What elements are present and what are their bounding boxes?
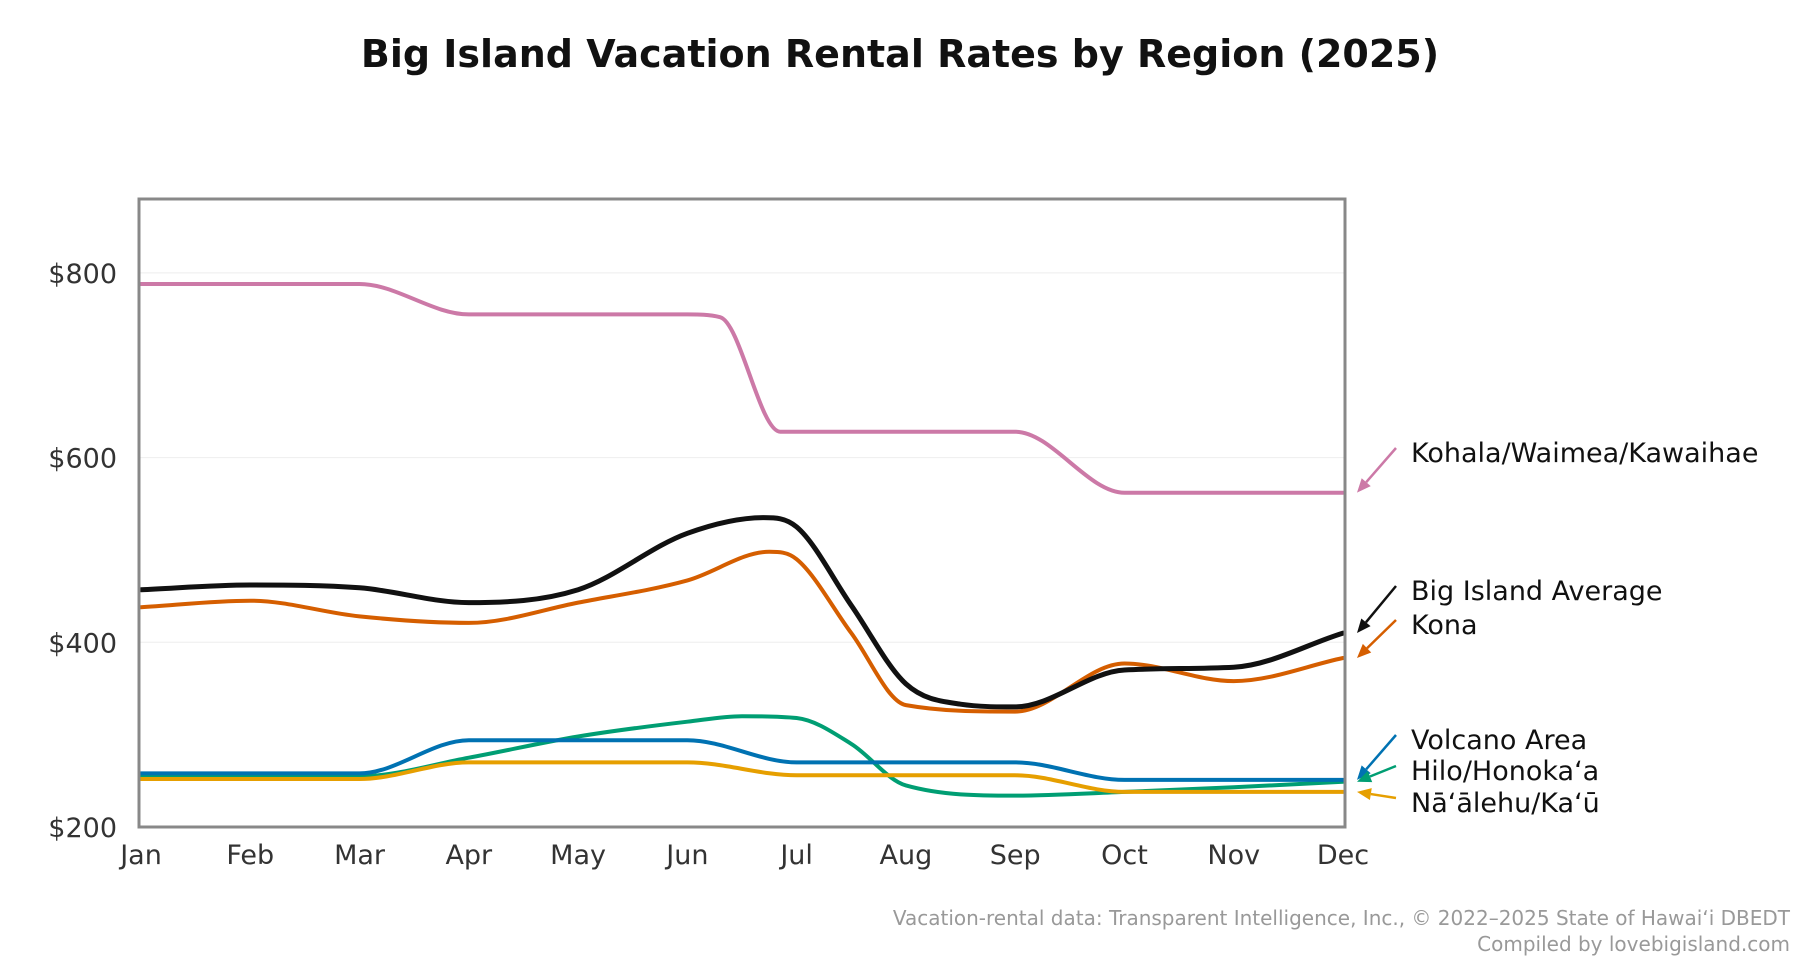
lines-layer [138,281,1346,798]
legend-arrow-head [1357,478,1371,493]
series-line-big-island-average [138,515,1346,710]
legend-label: Kohala/Waimea/Kawaihae [1411,438,1758,469]
legend-label: Hilo/Honokaʻa [1411,756,1599,787]
legend-arrow-head [1357,618,1371,634]
grid-layer [139,272,1345,643]
x-tick-label: Jul [778,840,813,871]
ticks-layer: $200 $400 $600 $800 Jan Feb Mar Apr May Jun Jul Aug… [48,259,1369,871]
legend-arrow-head [1357,788,1372,800]
legend-arrow-head [1357,643,1372,658]
y-tick-label: $800 [48,259,117,290]
y-tick-label: $600 [48,444,117,475]
x-tick-label: Feb [226,840,274,871]
series-line-n-lehu-ka [139,760,1345,794]
series-line-kohala-waimea-kawaihae [139,281,1345,495]
legend-arrow-line [1369,764,1397,778]
legend-arrow-line [1364,585,1397,624]
x-tick-label: Apr [445,840,493,871]
legend-arrow-head [1357,770,1373,783]
legend-arrow-line [1365,447,1397,483]
legend-arrow-line [1365,734,1397,771]
legend-layer: Kohala/Waimea/Kawaihae Big Island Average… [1357,438,1758,819]
plot-frame [137,197,1347,829]
legend-label: Nāʻālehu/Kaʻū [1411,788,1600,819]
x-tick-label: Oct [1101,840,1148,871]
x-tick-label: May [550,840,606,871]
x-tick-label: Nov [1207,840,1260,871]
legend-arrow-head [1357,765,1371,780]
x-tick-label: Jan [118,840,162,871]
legend-arrow-line [1370,792,1397,800]
legend-label: Big Island Average [1411,576,1663,607]
y-tick-label: $400 [48,628,117,659]
series-line-kona [139,549,1345,714]
x-tick-label: Mar [334,840,386,871]
legend-label: Kona [1411,610,1478,641]
series-line-volcano-area [139,738,1345,782]
legend-label: Volcano Area [1411,725,1587,756]
x-tick-label: Jun [664,840,708,871]
chart-title: Big Island Vacation Rental Rates by Regi… [360,32,1440,76]
x-tick-label: Dec [1317,840,1369,871]
series-line-hilo-honoka-a [139,714,1345,798]
x-tick-label: Sep [990,840,1041,871]
legend-arrow-line [1366,619,1397,650]
compiled-credit: Compiled by lovebigisland.com [1477,932,1790,956]
source-credit: Vacation-rental data: Transparent Intell… [892,906,1790,930]
x-tick-label: Aug [880,840,933,871]
y-tick-label: $200 [48,813,117,844]
